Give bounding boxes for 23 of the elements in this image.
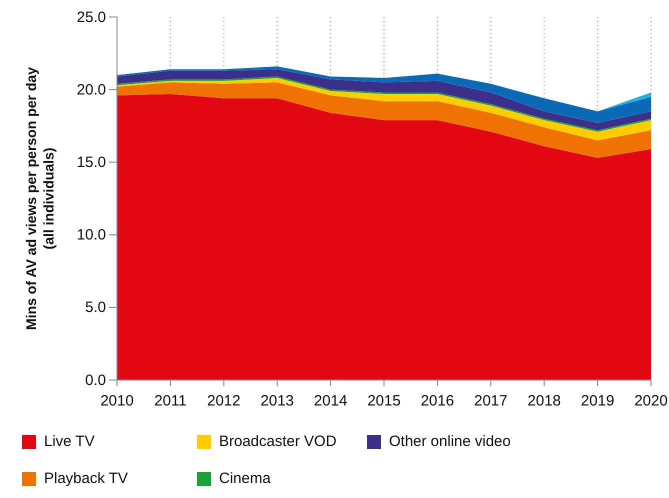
- y-tick-label: 25.0: [76, 8, 106, 26]
- legend-label: Live TV: [44, 433, 95, 450]
- legend-label: Cinema: [219, 470, 272, 487]
- y-tick-label: 20.0: [76, 81, 106, 98]
- x-tick-label: 2012: [207, 392, 240, 410]
- legend-label: Broadcaster VOD: [219, 433, 337, 450]
- legend-label: Other online video: [389, 433, 511, 450]
- x-tick-label: 2017: [474, 392, 508, 410]
- x-tick-label: 2020: [634, 392, 668, 410]
- x-tick-label: 2019: [580, 392, 614, 410]
- x-tick-label: 2013: [260, 392, 294, 410]
- x-tick-label: 2015: [367, 392, 401, 410]
- legend-label: Playback TV: [44, 470, 128, 487]
- x-tick-label: 2011: [154, 392, 187, 410]
- y-axis-title: Mins of AV ad views per person per day (all individuals): [23, 66, 56, 330]
- y-tick-label: 10.0: [76, 226, 106, 244]
- x-tick-label: 2010: [100, 392, 134, 410]
- y-tick-label: 5.0: [85, 299, 106, 316]
- x-tick-label: 2014: [314, 392, 348, 410]
- x-tick-label: 2018: [528, 392, 561, 410]
- y-tick-label: 15.0: [76, 154, 106, 171]
- x-tick-label: 2016: [420, 392, 454, 410]
- y-tick-label: 0.0: [85, 372, 106, 389]
